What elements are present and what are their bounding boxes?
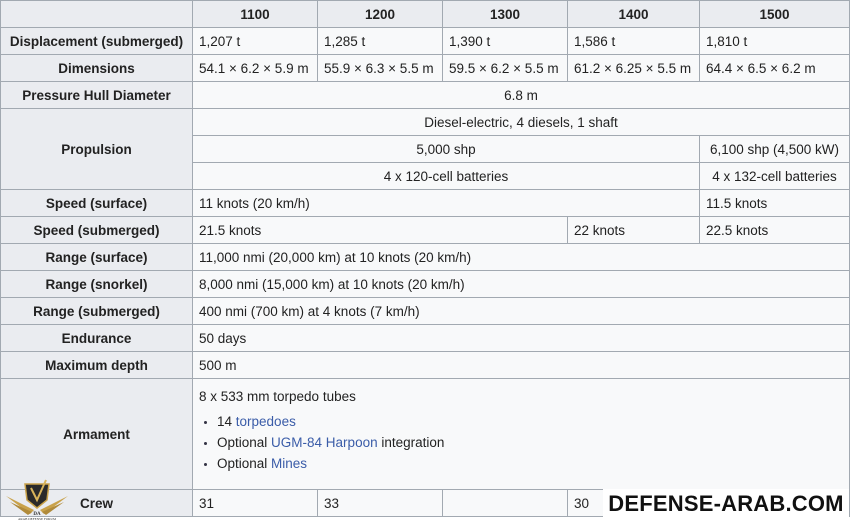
cell: Diesel-electric, 4 diesels, 1 shaft <box>192 108 850 136</box>
text: integration <box>377 435 445 450</box>
cell: 6,100 shp (4,500 kW) <box>699 135 850 163</box>
text: 14 <box>217 414 236 429</box>
cell: 22.5 knots <box>699 216 850 244</box>
cell: 4 x 120-cell batteries <box>192 162 700 190</box>
cell: 50 days <box>192 324 850 352</box>
table-row: Pressure Hull Diameter 6.8 m <box>0 81 850 109</box>
row-header: Armament <box>0 378 193 490</box>
mines-link[interactable]: Mines <box>271 456 308 471</box>
torpedoes-link[interactable]: torpedoes <box>235 414 296 429</box>
cell: 1,586 t <box>567 27 700 55</box>
table-row: Speed (surface) 11 knots (20 km/h) 11.5 … <box>0 189 850 217</box>
col-header: 1500 <box>699 0 850 28</box>
cell: 61.2 × 6.25 × 5.5 m <box>567 54 700 82</box>
corner-cell <box>0 0 193 28</box>
cell: 8,000 nmi (15,000 km) at 10 knots (20 km… <box>192 270 850 298</box>
table-row: Range (snorkel) 8,000 nmi (15,000 km) at… <box>0 270 850 298</box>
cell: 500 m <box>192 351 850 379</box>
table-row: Range (submerged) 400 nmi (700 km) at 4 … <box>0 297 850 325</box>
forum-logo-icon: DA ARAB DEFENSE FORUM <box>6 479 68 521</box>
table-row: Endurance 50 days <box>0 324 850 352</box>
list-item: Optional Mines <box>217 456 843 471</box>
armament-cell: 8 x 533 mm torpedo tubes 14 torpedoes Op… <box>192 378 850 490</box>
col-header: 1300 <box>442 0 568 28</box>
cell: 22 knots <box>567 216 700 244</box>
svg-text:DA: DA <box>33 512 41 517</box>
row-header: Speed (surface) <box>0 189 193 217</box>
cell: 11,000 nmi (20,000 km) at 10 knots (20 k… <box>192 243 850 271</box>
row-header: Range (snorkel) <box>0 270 193 298</box>
row-header: Displacement (submerged) <box>0 27 193 55</box>
cell: 1,810 t <box>699 27 850 55</box>
cell: 1,207 t <box>192 27 318 55</box>
col-header: 1400 <box>567 0 700 28</box>
cell: 55.9 × 6.3 × 5.5 m <box>317 54 443 82</box>
cell: 4 x 132-cell batteries <box>699 162 850 190</box>
table-row: Maximum depth 500 m <box>0 351 850 379</box>
row-header: Maximum depth <box>0 351 193 379</box>
armament-list: 14 torpedoes Optional UGM-84 Harpoon int… <box>199 414 843 471</box>
svg-text:ARAB DEFENSE FORUM: ARAB DEFENSE FORUM <box>18 517 56 521</box>
watermark: DEFENSE-ARAB.COM <box>603 489 849 518</box>
list-item: 14 torpedoes <box>217 414 843 429</box>
col-header: 1100 <box>192 0 318 28</box>
col-header: 1200 <box>317 0 443 28</box>
cell: 11 knots (20 km/h) <box>192 189 700 217</box>
text: Optional <box>217 435 272 450</box>
cell: 6.8 m <box>192 81 850 109</box>
text: Optional <box>217 456 272 471</box>
row-header: Pressure Hull Diameter <box>0 81 193 109</box>
table-row: Armament 8 x 533 mm torpedo tubes 14 tor… <box>0 378 850 490</box>
row-header: Endurance <box>0 324 193 352</box>
cell: 31 <box>192 489 318 517</box>
row-header: Range (submerged) <box>0 297 193 325</box>
row-header: Propulsion <box>0 108 193 190</box>
row-header: Dimensions <box>0 54 193 82</box>
cell: 21.5 knots <box>192 216 568 244</box>
table-row: Range (surface) 11,000 nmi (20,000 km) a… <box>0 243 850 271</box>
row-header: Speed (submerged) <box>0 216 193 244</box>
table-row: Propulsion Diesel-electric, 4 diesels, 1… <box>0 108 850 190</box>
cell: 33 <box>317 489 443 517</box>
cell: 400 nmi (700 km) at 4 knots (7 km/h) <box>192 297 850 325</box>
cell: 11.5 knots <box>699 189 850 217</box>
cell <box>442 489 568 517</box>
cell: 5,000 shp <box>192 135 700 163</box>
list-item: Optional UGM-84 Harpoon integration <box>217 435 843 450</box>
row-header: Range (surface) <box>0 243 193 271</box>
table-row: Speed (submerged) 21.5 knots 22 knots 22… <box>0 216 850 244</box>
torpedo-tubes: 8 x 533 mm torpedo tubes <box>199 389 356 404</box>
table-row: Dimensions 54.1 × 6.2 × 5.9 m 55.9 × 6.3… <box>0 54 850 82</box>
cell: 1,285 t <box>317 27 443 55</box>
header-row: 1100 1200 1300 1400 1500 <box>0 0 850 28</box>
table-row: Displacement (submerged) 1,207 t 1,285 t… <box>0 27 850 55</box>
cell: 64.4 × 6.5 × 6.2 m <box>699 54 850 82</box>
harpoon-link[interactable]: UGM-84 Harpoon <box>271 435 378 450</box>
cell: 54.1 × 6.2 × 5.9 m <box>192 54 318 82</box>
table-row: 5,000 shp 6,100 shp (4,500 kW) <box>1 135 850 163</box>
cell: 59.5 × 6.2 × 5.5 m <box>442 54 568 82</box>
cell: 1,390 t <box>442 27 568 55</box>
